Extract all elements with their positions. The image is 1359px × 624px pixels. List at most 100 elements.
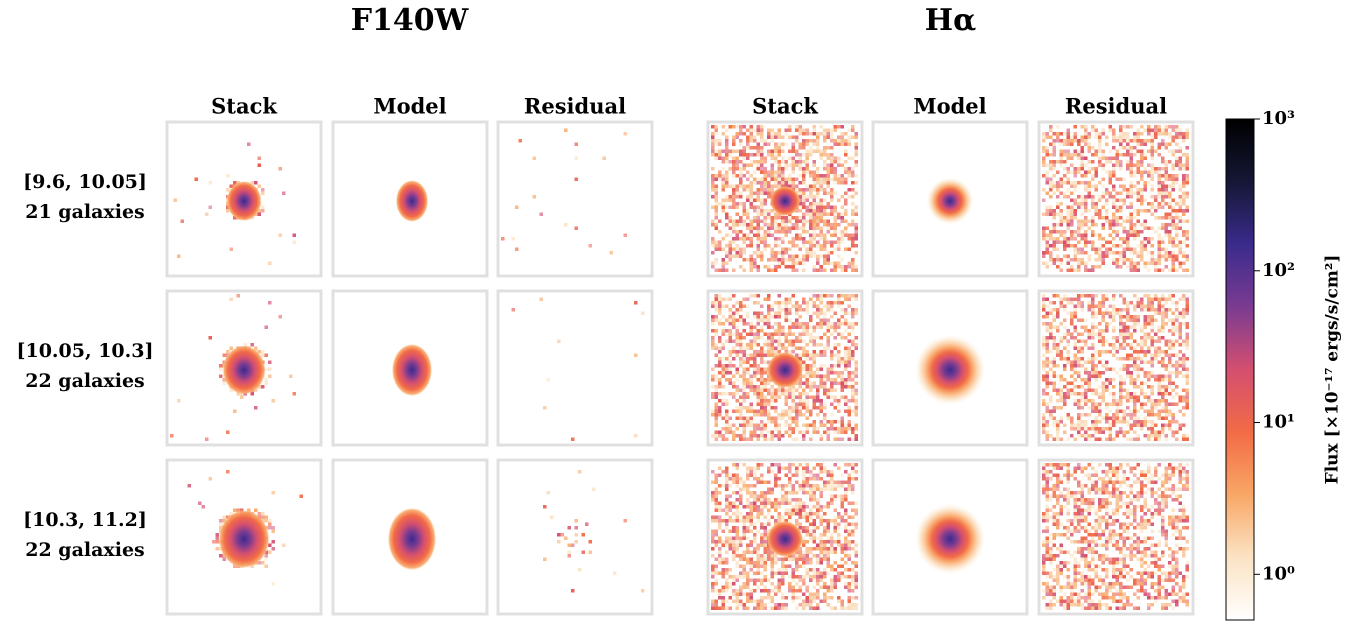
noise-pixel xyxy=(774,350,778,354)
noise-pixel xyxy=(1172,434,1176,438)
noise-pixel xyxy=(1161,167,1165,171)
noise-pixel xyxy=(711,607,715,611)
noise-pixel xyxy=(718,491,722,495)
noise-pixel xyxy=(743,206,747,210)
noise-pixel xyxy=(1074,199,1078,203)
noise-pixel xyxy=(718,301,722,305)
noise-pixel xyxy=(1049,322,1053,326)
noise-pixel xyxy=(739,150,743,154)
noise-pixel xyxy=(1074,347,1078,351)
noise-pixel xyxy=(1133,227,1137,231)
noise-pixel xyxy=(834,336,838,340)
noise-pixel xyxy=(781,413,785,417)
noise-pixel xyxy=(729,505,733,509)
noise-pixel xyxy=(1084,413,1088,417)
noise-pixel xyxy=(764,410,768,414)
noise-pixel xyxy=(848,371,852,375)
noise-pixel xyxy=(1123,199,1127,203)
noise-pixel xyxy=(774,174,778,178)
noise-pixel xyxy=(739,216,743,220)
noise-pixel xyxy=(732,157,736,161)
noise-pixel xyxy=(813,223,817,227)
noise-pixel xyxy=(820,220,824,224)
noise-pixel xyxy=(718,220,722,224)
noise-pixel xyxy=(715,333,719,337)
noise-pixel xyxy=(1049,230,1053,234)
noise-pixel xyxy=(785,248,789,252)
noise-pixel xyxy=(1123,333,1127,337)
noise-pixel xyxy=(1140,406,1144,410)
noise-pixel xyxy=(841,336,845,340)
noise-pixel xyxy=(750,568,754,572)
noise-pixel xyxy=(792,150,796,154)
noise-pixel xyxy=(806,188,810,192)
noise-pixel xyxy=(802,350,806,354)
noise-pixel xyxy=(718,364,722,368)
noise-pixel xyxy=(575,143,579,147)
noise-pixel xyxy=(1168,136,1172,140)
noise-pixel xyxy=(781,417,785,421)
noise-pixel xyxy=(1067,167,1071,171)
noise-pixel xyxy=(725,417,729,421)
noise-pixel xyxy=(1042,368,1046,372)
noise-pixel xyxy=(1172,431,1176,435)
noise-pixel xyxy=(753,343,757,347)
noise-pixel xyxy=(823,364,827,368)
noise-pixel xyxy=(743,150,747,154)
noise-pixel xyxy=(729,382,733,386)
noise-pixel xyxy=(771,251,775,255)
noise-pixel xyxy=(816,132,820,136)
noise-pixel xyxy=(1165,167,1169,171)
noise-pixel xyxy=(1046,164,1050,168)
noise-pixel xyxy=(764,181,768,185)
noise-pixel xyxy=(1154,357,1158,361)
noise-pixel xyxy=(1095,206,1099,210)
noise-pixel xyxy=(1186,378,1190,382)
noise-pixel xyxy=(1060,178,1064,182)
noise-pixel xyxy=(725,568,729,572)
noise-pixel xyxy=(715,319,719,323)
noise-pixel xyxy=(729,361,733,365)
noise-pixel xyxy=(212,540,216,544)
noise-pixel xyxy=(1144,199,1148,203)
noise-pixel xyxy=(725,582,729,586)
noise-pixel xyxy=(855,434,859,438)
noise-pixel xyxy=(767,392,771,396)
noise-pixel xyxy=(809,213,813,217)
noise-pixel xyxy=(1179,364,1183,368)
noise-pixel xyxy=(1165,340,1169,344)
noise-pixel xyxy=(757,150,761,154)
noise-pixel xyxy=(816,336,820,340)
noise-pixel xyxy=(1095,350,1099,354)
noise-pixel xyxy=(732,512,736,516)
noise-pixel xyxy=(1179,220,1183,224)
noise-pixel xyxy=(1168,206,1172,210)
noise-pixel xyxy=(722,132,726,136)
noise-pixel xyxy=(732,575,736,579)
noise-pixel xyxy=(1046,392,1050,396)
noise-pixel xyxy=(715,438,719,442)
noise-pixel xyxy=(725,171,729,175)
noise-pixel xyxy=(827,255,831,259)
noise-pixel xyxy=(788,157,792,161)
noise-pixel xyxy=(1161,305,1165,309)
noise-pixel xyxy=(739,174,743,178)
noise-pixel xyxy=(1070,164,1074,168)
noise-pixel xyxy=(799,406,803,410)
noise-pixel xyxy=(778,258,782,262)
noise-pixel xyxy=(771,385,775,389)
noise-pixel xyxy=(1074,258,1078,262)
noise-pixel xyxy=(1067,361,1071,365)
noise-pixel xyxy=(767,410,771,414)
noise-pixel xyxy=(722,160,726,164)
noise-pixel xyxy=(1179,248,1183,252)
noise-pixel xyxy=(1042,424,1046,428)
noise-pixel xyxy=(715,509,719,513)
noise-pixel xyxy=(722,364,726,368)
noise-pixel xyxy=(760,178,764,182)
noise-pixel xyxy=(1154,347,1158,351)
noise-pixel xyxy=(568,551,572,555)
noise-pixel xyxy=(753,431,757,435)
noise-pixel xyxy=(1049,209,1053,213)
noise-pixel xyxy=(816,150,820,154)
